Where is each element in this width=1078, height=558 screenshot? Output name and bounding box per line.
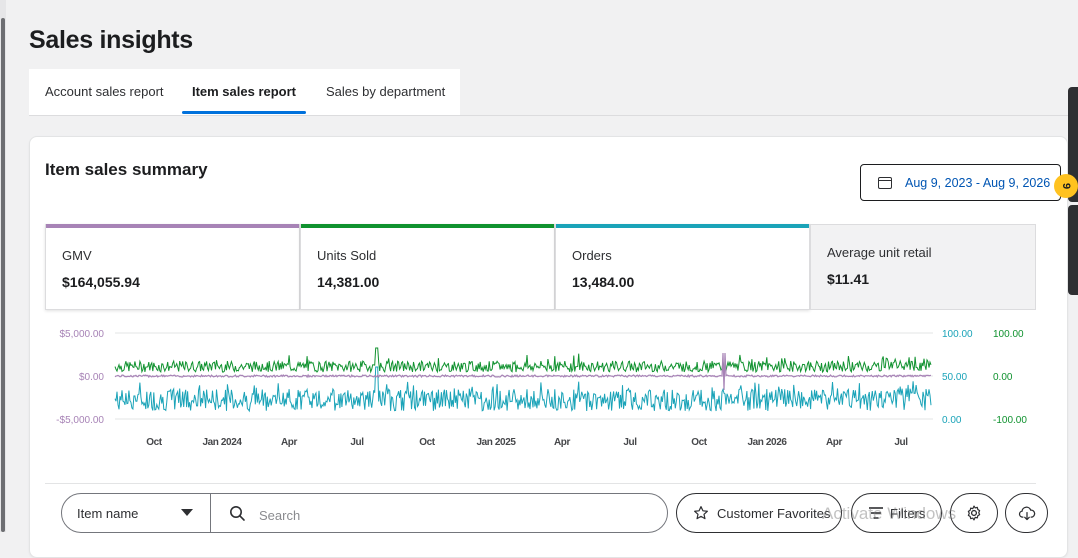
notification-count: 9 <box>1060 182 1072 190</box>
x-axis-tick-label: Jan 2024 <box>202 437 242 448</box>
tabs-divider <box>29 115 1078 116</box>
metrics-row: GMV $164,055.94 Units Sold 14,381.00 Ord… <box>45 224 1036 310</box>
left-scrollbar[interactable] <box>0 0 6 532</box>
metric-card-gmv[interactable]: GMV $164,055.94 <box>45 224 300 310</box>
x-axis-tick-label: Jan 2026 <box>747 437 787 448</box>
select-value: Item name <box>77 506 139 521</box>
side-panel-tab-feedback[interactable] <box>1068 205 1078 295</box>
page-title: Sales insights <box>29 26 193 54</box>
y-axis-right-tick-label: 50.00 <box>942 372 967 383</box>
x-axis-tick-label: Apr <box>554 437 571 448</box>
date-range-text: Aug 9, 2023 - Aug 9, 2026 <box>905 175 1051 190</box>
y-axis-right-tick-label: 100.00 <box>942 329 973 340</box>
sales-timeseries-chart[interactable]: $5,000.00 $0.00 -$5,000.00 100.00 50.00 0.00 1… <box>40 320 1040 455</box>
cloud-download-icon <box>1018 506 1035 521</box>
series-line-gmv <box>114 352 932 391</box>
metric-label: Orders <box>572 248 612 263</box>
x-axis-tick-label: Apr <box>281 437 298 448</box>
notification-badge[interactable]: 9 <box>1054 174 1078 198</box>
metric-card-average-unit-retail[interactable]: Average unit retail $11.41 <box>810 224 1036 310</box>
y-axis-right-tick-label: 0.00 <box>942 415 962 426</box>
report-tabs: Account sales report Item sales report S… <box>29 69 460 115</box>
toolbar-divider <box>45 483 1036 484</box>
series-line-orders <box>114 366 932 413</box>
tab-sales-by-department[interactable]: Sales by department <box>326 84 446 99</box>
gear-icon <box>967 505 981 521</box>
x-axis-tick-label: Jul <box>623 437 637 448</box>
item-sales-summary-card <box>29 136 1068 558</box>
y-axis-left-tick-label: $5,000.00 <box>60 329 105 340</box>
filters-button[interactable]: Filters <box>851 493 942 533</box>
x-axis-tick-label: Jul <box>894 437 908 448</box>
metric-value: 14,381.00 <box>317 274 380 290</box>
metric-color-bar <box>301 224 554 228</box>
y-axis-right2-tick-label: -100.00 <box>993 415 1027 426</box>
calendar-icon <box>878 176 892 189</box>
side-panel-tab[interactable] <box>1068 87 1078 202</box>
y-axis-right2-tick-label: 100.00 <box>993 329 1024 340</box>
metric-label: Units Sold <box>317 248 377 263</box>
download-button[interactable] <box>1005 493 1048 533</box>
filters-label: Filters <box>890 505 926 521</box>
metric-value: $164,055.94 <box>62 274 140 290</box>
customer-favorites-button[interactable]: Customer Favorites <box>676 493 842 533</box>
series-line-units-sold <box>114 347 932 374</box>
metric-label: Average unit retail <box>827 245 932 260</box>
metric-color-bar <box>46 224 299 228</box>
search-input[interactable] <box>257 504 641 526</box>
metric-card-orders[interactable]: Orders 13,484.00 <box>555 224 810 310</box>
summary-title: Item sales summary <box>45 160 208 179</box>
metric-card-units-sold[interactable]: Units Sold 14,381.00 <box>300 224 555 310</box>
y-axis-right2-tick-label: 0.00 <box>993 372 1013 383</box>
filter-icon <box>869 507 883 519</box>
caret-down-icon <box>181 509 193 516</box>
date-range-button[interactable]: Aug 9, 2023 - Aug 9, 2026 <box>860 164 1061 201</box>
y-axis-left-tick-label: -$5,000.00 <box>56 415 104 426</box>
search-field-select[interactable]: Item name <box>61 493 213 533</box>
star-icon <box>694 506 708 520</box>
metric-value: $11.41 <box>827 271 870 287</box>
search-field <box>210 493 668 533</box>
search-icon <box>230 506 245 521</box>
tab-item-sales-report[interactable]: Item sales report <box>182 69 306 115</box>
x-axis-tick-label: Jan 2025 <box>476 437 516 448</box>
metric-value: 13,484.00 <box>572 274 635 290</box>
x-axis-tick-label: Oct <box>146 437 163 448</box>
x-axis-tick-label: Jul <box>350 437 364 448</box>
metric-color-bar <box>556 224 809 228</box>
settings-button[interactable] <box>950 493 998 533</box>
customer-favorites-label: Customer Favorites <box>717 505 831 521</box>
metric-label: GMV <box>62 248 92 263</box>
x-axis-tick-label: Oct <box>419 437 436 448</box>
x-axis-tick-label: Oct <box>691 437 708 448</box>
y-axis-left-tick-label: $0.00 <box>79 372 104 383</box>
tab-account-sales-report[interactable]: Account sales report <box>45 84 164 99</box>
x-axis-tick-label: Apr <box>826 437 843 448</box>
left-scrollbar-thumb[interactable] <box>1 18 5 532</box>
